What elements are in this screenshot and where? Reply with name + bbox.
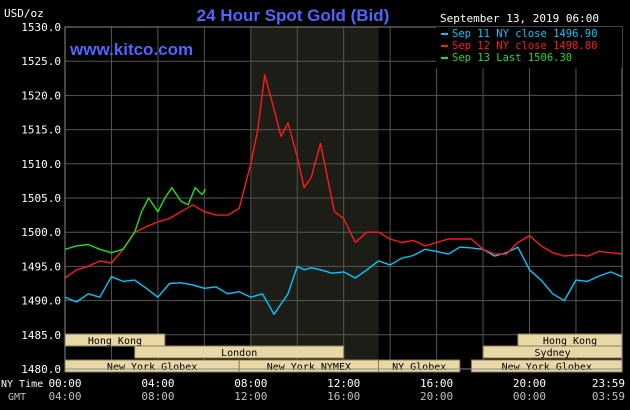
y-tick-label: 1515.0 (21, 124, 61, 137)
y-tick-label: 1500.0 (21, 226, 61, 239)
currency-label: USD/oz (4, 7, 44, 20)
y-tick-label: 1525.0 (21, 55, 61, 68)
market-label: New York Globex (107, 362, 197, 373)
ny-time-label: NY Time (1, 379, 43, 390)
gmt-tick: 16:00 (327, 390, 360, 403)
market-label: Hong Kong (543, 336, 597, 347)
legend-entry: Sep 11 NY close 1496.90 (452, 28, 597, 40)
time-axis: 00:00 04:00 08:00 12:00 16:00 20:00 23:5904:00… (48, 377, 625, 403)
market-label: Hong Kong (88, 336, 142, 347)
market-label: Sydney (535, 348, 571, 359)
y-axis-ticks: 1480.0 1485.0 1490.0 1495.0 1500.0 1505.0 1510… (21, 21, 61, 376)
series-line (64, 74, 622, 279)
market-label: New York NYMEX (267, 362, 351, 373)
legend-entry: Sep 13 Last 1506.30 (452, 52, 572, 64)
chart-title: 24 Hour Spot Gold (Bid) (197, 6, 390, 25)
gmt-tick: 08:00 (141, 390, 174, 403)
legend-entry: Sep 12 NY close 1498.80 (452, 40, 597, 52)
y-tick-label: 1520.0 (21, 89, 61, 102)
y-tick-label: 1480.0 (21, 363, 61, 376)
market-label: NY Globex (392, 362, 446, 373)
gmt-label: GMT (8, 392, 26, 403)
ny-time-tick: 20:00 (513, 377, 546, 390)
plot-border (64, 26, 623, 370)
series-line (64, 186, 207, 254)
market-label: New York Globex (502, 362, 592, 373)
y-tick-label: 1505.0 (21, 192, 61, 205)
kitco-watermark: www.kitco.com (69, 40, 193, 59)
ny-time-tick: 23:59 (592, 377, 625, 390)
gmt-tick: 20:00 (420, 390, 453, 403)
y-tick-label: 1485.0 (21, 329, 61, 342)
legend-box (436, 27, 622, 68)
gmt-tick: 00:00 (513, 390, 546, 403)
chart-date: September 13, 2019 06:00 (440, 12, 599, 25)
price-series (64, 74, 623, 315)
ny-time-tick: 00:00 (48, 377, 81, 390)
series-line (64, 246, 623, 315)
ny-time-tick: 08:00 (234, 377, 267, 390)
market-bar (134, 345, 345, 359)
ny-time-tick: 04:00 (141, 377, 174, 390)
y-tick-label: 1490.0 (21, 295, 61, 308)
gmt-tick: 03:59 (592, 390, 625, 403)
ny-time-tick: 16:00 (420, 377, 453, 390)
gmt-tick: 12:00 (234, 390, 267, 403)
y-tick-label: 1495.0 (21, 260, 61, 273)
ny-time-tick: 12:00 (327, 377, 360, 390)
y-tick-label: 1530.0 (21, 21, 61, 34)
y-tick-label: 1510.0 (21, 158, 61, 171)
gmt-tick: 04:00 (48, 390, 81, 403)
market-label: London (221, 348, 257, 359)
